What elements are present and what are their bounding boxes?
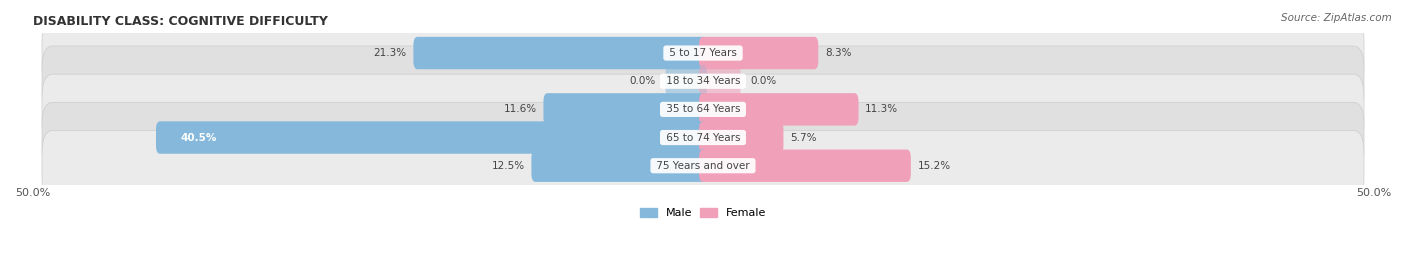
FancyBboxPatch shape <box>42 18 1364 88</box>
FancyBboxPatch shape <box>699 65 741 97</box>
Text: 12.5%: 12.5% <box>492 161 524 171</box>
Text: 0.0%: 0.0% <box>749 76 776 86</box>
Text: 40.5%: 40.5% <box>180 133 217 143</box>
FancyBboxPatch shape <box>699 150 911 182</box>
FancyBboxPatch shape <box>531 150 707 182</box>
FancyBboxPatch shape <box>699 93 859 126</box>
Text: 11.3%: 11.3% <box>865 104 898 114</box>
Text: 65 to 74 Years: 65 to 74 Years <box>662 133 744 143</box>
Text: 21.3%: 21.3% <box>374 48 406 58</box>
Text: 0.0%: 0.0% <box>630 76 657 86</box>
FancyBboxPatch shape <box>42 74 1364 144</box>
Text: 5 to 17 Years: 5 to 17 Years <box>666 48 740 58</box>
Text: Source: ZipAtlas.com: Source: ZipAtlas.com <box>1281 13 1392 23</box>
Text: 15.2%: 15.2% <box>918 161 950 171</box>
Text: 8.3%: 8.3% <box>825 48 852 58</box>
FancyBboxPatch shape <box>42 102 1364 173</box>
Text: 18 to 34 Years: 18 to 34 Years <box>662 76 744 86</box>
Legend: Male, Female: Male, Female <box>636 203 770 222</box>
FancyBboxPatch shape <box>699 121 783 154</box>
FancyBboxPatch shape <box>699 37 818 69</box>
FancyBboxPatch shape <box>544 93 707 126</box>
Text: 75 Years and over: 75 Years and over <box>652 161 754 171</box>
Text: 35 to 64 Years: 35 to 64 Years <box>662 104 744 114</box>
Text: DISABILITY CLASS: COGNITIVE DIFFICULTY: DISABILITY CLASS: COGNITIVE DIFFICULTY <box>32 15 328 28</box>
FancyBboxPatch shape <box>156 121 707 154</box>
Text: 5.7%: 5.7% <box>790 133 817 143</box>
FancyBboxPatch shape <box>665 65 707 97</box>
FancyBboxPatch shape <box>42 46 1364 116</box>
Text: 11.6%: 11.6% <box>503 104 537 114</box>
FancyBboxPatch shape <box>42 130 1364 201</box>
FancyBboxPatch shape <box>413 37 707 69</box>
